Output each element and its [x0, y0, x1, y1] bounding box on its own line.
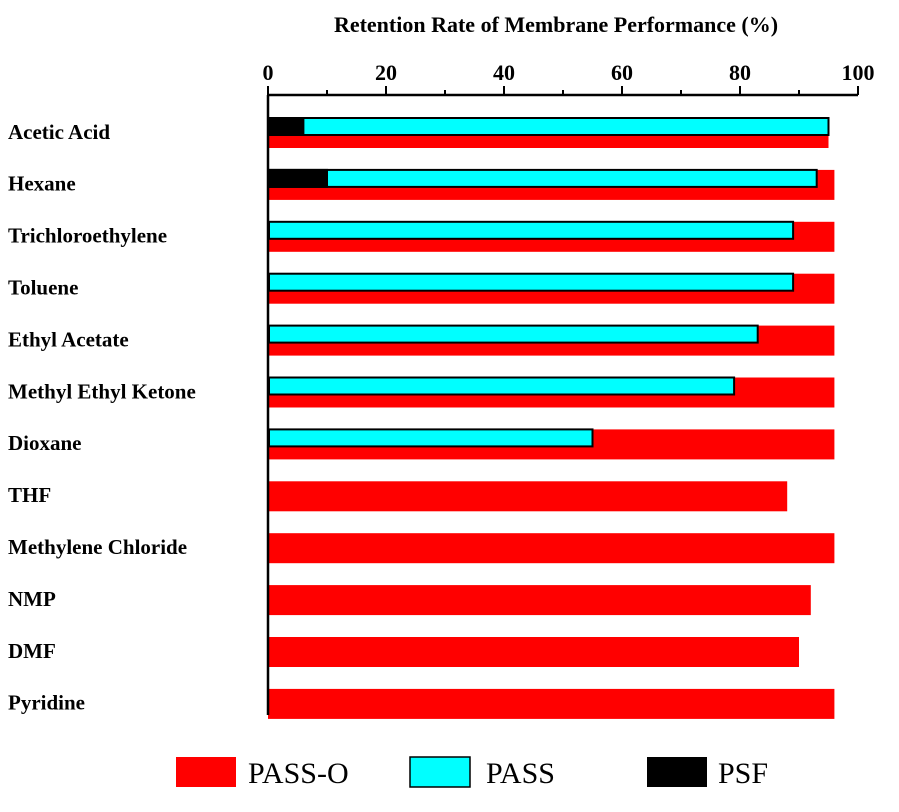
category-label: Hexane: [8, 172, 76, 196]
x-tick-label: 60: [611, 60, 633, 85]
category-label: Methyl Ethyl Ketone: [8, 379, 196, 403]
legend-swatch-pass-o: [176, 757, 236, 787]
category-label: THF: [8, 483, 51, 507]
category-labels: Acetic Acid Hexane Trichloroethylene Toluen…: [8, 120, 196, 715]
legend: PASS-O PASS PSF: [176, 756, 768, 790]
bars: [268, 117, 835, 719]
x-tick-label: 80: [729, 60, 751, 85]
bar-pass: [268, 220, 795, 240]
bar-pass: [268, 376, 736, 396]
x-tick-label: 20: [375, 60, 397, 85]
x-axis-ticks: 0 20 40 60 80 100: [263, 60, 875, 95]
x-tick-label: 100: [842, 60, 875, 85]
legend-label: PASS: [486, 757, 555, 790]
category-label: Trichloroethylene: [8, 224, 167, 248]
category-label: NMP: [8, 587, 56, 611]
legend-label: PSF: [718, 757, 768, 790]
category-label: Methylene Chloride: [8, 535, 187, 559]
bar-pass: [268, 117, 830, 136]
bar-pass-o: [268, 481, 788, 512]
bar-pass-o: [268, 585, 811, 616]
x-tick-label: 0: [263, 60, 274, 85]
category-label: Pyridine: [8, 691, 85, 715]
bar-pass: [268, 324, 759, 344]
bar-pass: [268, 168, 818, 188]
bar-psf: [268, 117, 305, 136]
category-label: Ethyl Acetate: [8, 327, 129, 351]
bar-psf: [268, 168, 328, 188]
bar-pass-o: [268, 637, 799, 667]
legend-swatch-pass: [409, 756, 471, 788]
bar-pass: [268, 272, 795, 292]
chart-title: Retention Rate of Membrane Performance (…: [334, 12, 778, 37]
category-label: Acetic Acid: [8, 120, 110, 144]
bar-pass-o: [268, 688, 835, 719]
bar-pass-o: [268, 533, 835, 564]
x-tick-label: 40: [493, 60, 515, 85]
category-label: DMF: [8, 639, 56, 663]
legend-swatch-psf: [647, 757, 707, 787]
legend-label: PASS-O: [248, 757, 349, 790]
bar-pass: [268, 428, 594, 448]
category-label: Toluene: [8, 276, 78, 300]
category-label: Dioxane: [8, 431, 82, 455]
